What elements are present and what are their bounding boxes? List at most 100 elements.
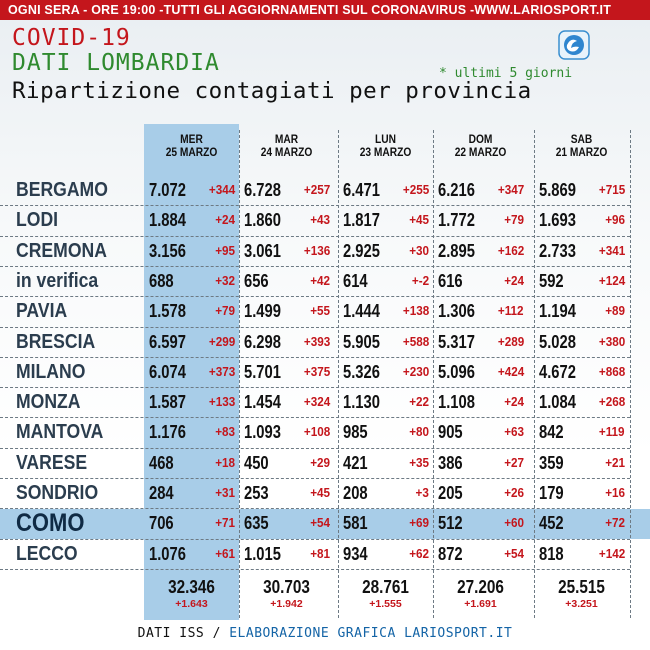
cases-increase: +83: [215, 424, 235, 440]
row-divider: [0, 326, 630, 328]
total-increase: +1.942: [270, 598, 303, 610]
column-header: SAB 21 MARZO: [541, 133, 622, 159]
cases-total: 512: [438, 513, 463, 534]
cases-increase: +43: [310, 212, 330, 228]
cases-total: 1.454: [244, 392, 281, 413]
column-header: LUN 23 MARZO: [345, 133, 426, 159]
province-name: MONZA: [16, 391, 81, 414]
cases-increase: +16: [605, 485, 625, 500]
footer-credit-link[interactable]: ELABORAZIONE GRAFICA LARIOSPORT.IT: [229, 626, 513, 641]
cases-total: 934: [343, 543, 368, 564]
cases-increase: +26: [504, 485, 524, 500]
cases-total: 4.672: [539, 361, 576, 382]
cases-total: 1.578: [149, 301, 186, 322]
row-divider: [0, 205, 630, 207]
column-day: SAB: [570, 132, 593, 146]
cases-total: 1.306: [438, 301, 475, 322]
cases-total: 614: [343, 270, 368, 291]
total-increase: +1.643: [175, 598, 208, 610]
cases-increase: +424: [497, 363, 524, 379]
cases-increase: +29: [310, 454, 330, 470]
cases-total: 1.817: [343, 210, 380, 231]
column-divider: [433, 130, 434, 618]
province-name: MANTOVA: [16, 421, 104, 444]
cases-total: 1.194: [539, 301, 576, 322]
last-days-note: * ultimi 5 giorni: [439, 66, 573, 81]
cases-increase: +108: [303, 424, 330, 440]
cases-increase: +54: [504, 545, 524, 561]
cases-increase: +136: [303, 242, 330, 258]
cases-increase: +588: [402, 333, 429, 349]
total-cases: 27.206: [457, 577, 504, 597]
subtitle: Ripartizione contagiati per provincia: [12, 78, 532, 104]
cases-total: 253: [244, 483, 269, 503]
cases-total: 6.728: [244, 180, 281, 200]
cases-increase: +27: [504, 454, 524, 470]
highlight-row-band: [0, 509, 650, 540]
cases-total: 5.869: [539, 180, 576, 200]
cases-increase: +60: [504, 515, 524, 531]
row-divider: [0, 478, 630, 479]
cases-total: 6.471: [343, 180, 380, 200]
cases-increase: +230: [402, 363, 429, 379]
province-name: BRESCIA: [16, 330, 96, 353]
cases-increase: +112: [498, 303, 524, 319]
cases-total: 1.093: [244, 422, 281, 443]
row-divider: [0, 508, 630, 510]
cases-increase: +45: [310, 485, 330, 500]
cases-total: 5.096: [438, 361, 475, 382]
cases-increase: +22: [409, 394, 429, 410]
cases-total: 179: [539, 483, 564, 503]
cases-increase: +344: [208, 182, 235, 197]
lariosport-logo-icon: [558, 30, 590, 60]
cases-increase: +95: [215, 242, 235, 258]
cases-increase: +69: [409, 515, 429, 531]
cases-increase: +142: [598, 545, 625, 561]
total-increase: +1.555: [369, 598, 402, 610]
cases-increase: +133: [208, 394, 235, 410]
cases-increase: +55: [310, 303, 330, 319]
title-region: DATI LOMBARDIA: [12, 50, 220, 76]
row-divider: [0, 538, 630, 540]
cases-total: 592: [539, 270, 564, 291]
cases-total: 421: [343, 452, 368, 473]
cases-increase: +24: [504, 272, 524, 288]
row-divider: [0, 417, 630, 419]
banner-website-link[interactable]: WWW.LARIOSPORT.IT: [474, 3, 612, 17]
row-divider: [0, 356, 630, 358]
column-day: DOM: [468, 132, 493, 146]
column-divider: [239, 130, 240, 618]
total-cases: 32.346: [168, 577, 215, 597]
province-name: VARESE: [16, 451, 88, 474]
cases-total: 1.587: [149, 392, 186, 413]
cases-total: 5.905: [343, 331, 380, 352]
cases-total: 688: [149, 270, 174, 291]
cases-increase: +21: [605, 454, 625, 470]
cases-total: 5.701: [244, 361, 281, 382]
total-cases: 30.703: [263, 577, 310, 597]
column-day: MER: [180, 132, 203, 146]
cases-increase: +715: [598, 182, 625, 197]
cases-increase: +868: [598, 363, 625, 379]
column-divider: [338, 130, 339, 618]
total-cases: 25.515: [558, 577, 605, 597]
cases-increase: +89: [605, 303, 625, 319]
cases-total: 1.015: [244, 543, 281, 564]
column-day: MAR: [274, 132, 299, 146]
cases-total: 6.597: [149, 331, 186, 352]
row-divider: [0, 568, 630, 570]
cases-total: 818: [539, 543, 564, 564]
cases-total: 5.028: [539, 331, 576, 352]
cases-total: 842: [539, 422, 564, 443]
column-header: DOM 22 MARZO: [440, 133, 521, 159]
cases-total: 386: [438, 452, 463, 473]
cases-total: 635: [244, 513, 269, 534]
cases-total: 2.733: [539, 240, 576, 261]
cases-increase: +31: [215, 485, 235, 500]
cases-increase: +45: [409, 212, 429, 228]
column-date: 25 MARZO: [165, 145, 218, 159]
cases-total: 468: [149, 452, 174, 473]
column-date: 21 MARZO: [555, 145, 608, 159]
total-increase: +3.251: [565, 598, 598, 610]
cases-increase: +18: [215, 454, 235, 470]
